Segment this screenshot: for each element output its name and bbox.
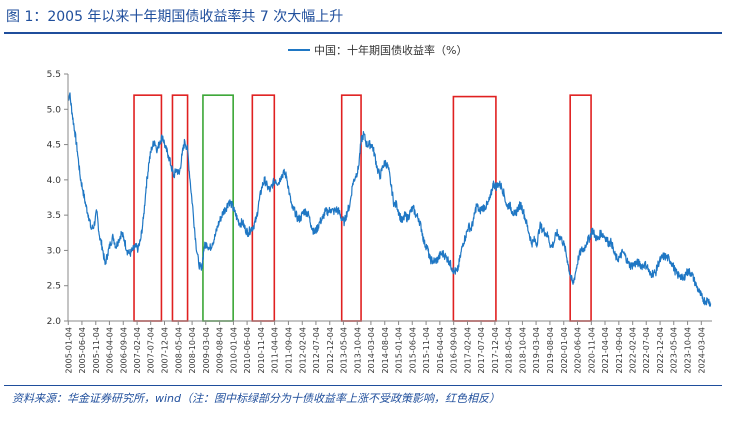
series-line-0 <box>67 92 712 307</box>
x-tick-label: 2009-08-04 <box>216 327 225 374</box>
x-tick-label: 2021-04-04 <box>601 327 610 374</box>
red-highlight-box <box>340 94 362 322</box>
x-tick-label: 2012-12-04 <box>326 327 335 374</box>
y-tick-label: 2.0 <box>47 317 62 327</box>
red-highlight-box <box>569 94 592 322</box>
x-tick-label: 2016-09-04 <box>450 327 459 374</box>
legend-label: 中国：十年期国债收益率（%） <box>314 44 468 57</box>
x-tick-label: 2006-09-04 <box>119 327 128 374</box>
source-note: 资料来源：华金证券研究所，wind（注：图中标绿部分为十债收益率上涨不受政策影响… <box>12 392 501 405</box>
x-tick-label: 2020-11-04 <box>587 327 596 374</box>
x-tick-label: 2005-01-04 <box>64 327 73 374</box>
axes-layer: 2.0 2.5 3.0 3.5 4.0 4.5 5.0 5.5 2005-01-04 2005-0… <box>47 70 712 374</box>
x-tick-label: 2007-12-04 <box>161 327 170 374</box>
x-tick-label: 2022-07-04 <box>642 327 651 374</box>
x-tick-label: 2010-06-04 <box>243 327 252 374</box>
y-tick-label: 2.5 <box>47 282 61 292</box>
series-layer <box>67 92 712 307</box>
x-tick-label: 2015-01-04 <box>395 327 404 374</box>
chart-legend: 中国：十年期国债收益率（%） <box>288 42 467 58</box>
x-tick-label: 2019-08-04 <box>546 327 555 374</box>
x-tick-label: 2020-01-04 <box>560 327 569 374</box>
x-tick-label: 2017-07-04 <box>477 327 486 374</box>
x-tick-label: 2007-02-04 <box>133 327 142 374</box>
x-tick-label: 2007-07-04 <box>147 327 156 374</box>
red-highlight-box <box>452 95 497 322</box>
x-tick-label: 2022-12-04 <box>656 327 665 374</box>
x-tick-label: 2011-04-04 <box>271 327 280 374</box>
x-tick-label: 2010-11-04 <box>257 327 266 374</box>
x-tick-label: 2008-05-04 <box>174 327 183 374</box>
red-highlight-box <box>251 94 276 322</box>
x-tick-label: 2020-06-04 <box>574 327 583 374</box>
x-tick-label: 2022-02-04 <box>629 327 638 374</box>
x-tick-label: 2017-12-04 <box>491 327 500 374</box>
y-tick-label: 5.5 <box>47 70 61 80</box>
x-tick-label: 2013-05-04 <box>339 327 348 374</box>
y-tick-label: 4.0 <box>47 176 62 186</box>
x-tick-label: 2012-02-04 <box>298 327 307 374</box>
y-tick-label: 3.0 <box>47 246 62 256</box>
x-tick-label: 2018-10-04 <box>518 327 527 374</box>
x-tick-label: 2005-06-04 <box>78 327 87 374</box>
x-tick-label: 2014-08-04 <box>381 327 390 374</box>
x-tick-label: 2015-06-04 <box>408 327 417 374</box>
x-tick-label: 2015-11-04 <box>422 327 431 374</box>
green-highlight-box <box>202 94 234 322</box>
red-highlight-box <box>171 94 189 322</box>
figure-title: 图 1：2005 年以来十年期国债收益率共 7 次大幅上升 <box>6 9 344 25</box>
x-tick-label: 2023-05-04 <box>670 327 679 374</box>
x-tick-label: 2019-03-04 <box>532 327 541 374</box>
x-tick-label: 2008-10-04 <box>188 327 197 374</box>
x-tick-label: 2018-05-04 <box>505 327 514 374</box>
x-tick-label: 2024-03-04 <box>697 327 706 374</box>
x-tick-label: 2012-07-04 <box>312 327 321 374</box>
x-tick-label: 2005-11-04 <box>92 327 101 374</box>
title-divider <box>4 32 722 34</box>
y-tick-label: 4.5 <box>47 141 61 151</box>
x-tick-label: 2017-02-04 <box>464 327 473 374</box>
y-tick-label: 3.5 <box>47 211 61 221</box>
x-tick-label: 2016-04-04 <box>436 327 445 374</box>
x-tick-label: 2010-01-04 <box>229 327 238 374</box>
red-highlight-box <box>133 94 163 322</box>
x-tick-label: 2011-09-04 <box>284 327 293 374</box>
x-tick-label: 2021-09-04 <box>615 327 624 374</box>
x-tick-label: 2009-03-04 <box>202 327 211 374</box>
x-tick-label: 2006-04-04 <box>105 327 114 374</box>
legend-swatch <box>288 49 310 51</box>
source-divider <box>4 385 722 386</box>
x-tick-label: 2013-10-04 <box>353 327 362 374</box>
x-tick-label: 2023-10-04 <box>684 327 693 374</box>
x-tick-label: 2014-03-04 <box>367 327 376 374</box>
y-tick-label: 5.0 <box>47 105 62 115</box>
